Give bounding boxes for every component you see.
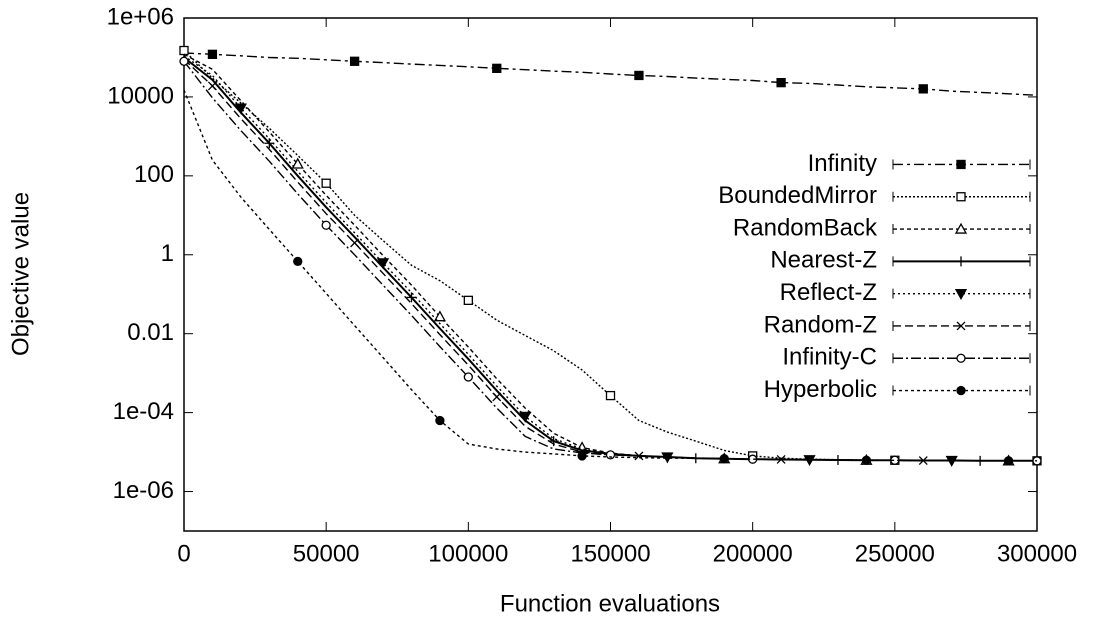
legend-marker <box>956 353 966 363</box>
marker <box>861 455 872 465</box>
marker <box>291 157 304 169</box>
marker <box>207 81 217 91</box>
marker <box>605 450 616 460</box>
x-axis-title: Function evaluations <box>500 590 720 617</box>
marker <box>492 63 502 73</box>
x-tick-label: 50000 <box>293 540 360 567</box>
marker <box>634 70 644 81</box>
marker <box>234 103 247 115</box>
marker <box>463 295 473 305</box>
legend-marker <box>956 159 966 170</box>
legend-marker <box>956 321 966 331</box>
series-line <box>183 56 1037 462</box>
legend-label: BoundedMirror <box>718 182 877 209</box>
marker <box>776 77 786 88</box>
marker <box>321 178 331 188</box>
legend-label: Nearest-Z <box>770 247 877 274</box>
series-line <box>183 58 1037 462</box>
marker <box>719 454 729 464</box>
legend-marker <box>956 192 966 202</box>
legend-marker <box>954 289 968 300</box>
legend-label: Infinity-C <box>782 344 877 371</box>
y-tick-label: 100 <box>134 161 174 188</box>
marker <box>349 56 360 66</box>
marker <box>634 451 644 461</box>
x-tick-label: 100000 <box>428 540 508 567</box>
y-tick-label: 1e+06 <box>107 3 174 30</box>
marker <box>321 220 331 230</box>
marker <box>492 392 502 402</box>
series-line <box>183 89 1037 462</box>
legend-marker <box>956 256 966 267</box>
marker <box>519 411 532 423</box>
series-line <box>183 52 1038 96</box>
x-tick-label: 150000 <box>570 540 650 567</box>
legend-marker <box>954 222 968 234</box>
marker <box>463 372 473 382</box>
marker <box>605 390 616 401</box>
y-tick-label: 1e-06 <box>113 477 174 504</box>
y-tick-label: 1 <box>161 240 174 267</box>
marker <box>577 451 587 461</box>
legend-label: Infinity <box>808 150 877 177</box>
y-tick-label: 1e-04 <box>113 398 174 425</box>
x-tick-label: 250000 <box>855 540 935 567</box>
legend-label: RandomBack <box>733 214 878 241</box>
legend-label: Reflect-Z <box>780 279 877 306</box>
marker <box>179 45 189 56</box>
marker <box>918 84 928 94</box>
marker <box>207 49 218 59</box>
marker <box>376 258 390 270</box>
legend-label: Hyperbolic <box>764 376 877 403</box>
y-tick-label: 0.01 <box>127 319 174 346</box>
marker <box>435 415 445 426</box>
marker <box>179 56 189 66</box>
x-tick-label: 0 <box>177 540 190 567</box>
y-tick-label: 10000 <box>107 82 174 109</box>
legend-marker <box>956 385 966 396</box>
x-tick-label: 300000 <box>997 540 1077 567</box>
marker <box>293 256 303 267</box>
x-tick-label: 200000 <box>713 540 793 567</box>
marker <box>776 455 786 464</box>
legend-label: Random-Z <box>764 311 877 338</box>
marker <box>433 310 447 322</box>
marker <box>350 238 360 248</box>
marker <box>1003 456 1014 466</box>
y-axis-title: Objective value <box>7 192 34 356</box>
marker <box>406 292 417 303</box>
